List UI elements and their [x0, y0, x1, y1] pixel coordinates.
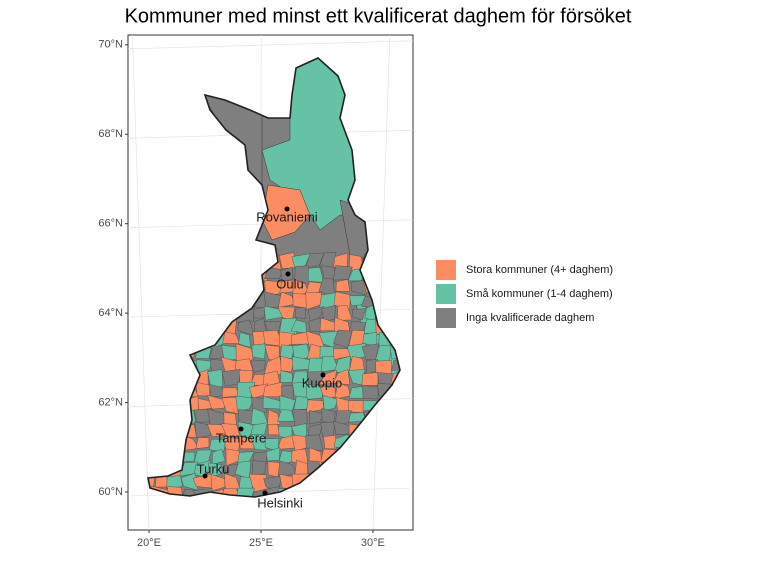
lat-tick-label: 60°N — [98, 486, 123, 498]
city-label: Helsinki — [257, 495, 303, 510]
municipality — [362, 372, 378, 385]
municipality — [336, 280, 350, 292]
city-label: Turku — [197, 461, 230, 476]
legend-key — [436, 284, 456, 304]
lon-tick-label: 30°E — [361, 537, 385, 549]
city-label: Oulu — [276, 276, 303, 291]
municipality — [295, 308, 306, 319]
lat-tick-label: 64°N — [98, 307, 123, 319]
lon-tick-label: 25°E — [249, 537, 273, 549]
lat-tick-label: 70°N — [98, 39, 123, 51]
legend-key — [436, 260, 456, 280]
legend-label: Inga kvalificerade daghem — [466, 312, 594, 324]
city-label: Kuopio — [302, 375, 342, 390]
city-label: Rovaniemi — [256, 209, 318, 224]
city-label: Tampere — [216, 430, 267, 445]
title: Kommuner med minst ett kvalificerat dagh… — [125, 5, 632, 27]
lat-tick-label: 68°N — [98, 128, 123, 140]
municipality — [252, 461, 266, 475]
legend-label: Stora kommuner (4+ daghem) — [466, 264, 613, 276]
legend-label: Små kommuner (1-4 daghem) — [466, 288, 613, 300]
municipality — [252, 344, 266, 359]
lon-tick-label: 20°E — [137, 537, 161, 549]
municipality — [320, 346, 335, 358]
legend-key — [436, 308, 456, 328]
lat-tick-label: 62°N — [98, 396, 123, 408]
lat-tick-label: 66°N — [98, 218, 123, 230]
municipality — [362, 386, 378, 399]
